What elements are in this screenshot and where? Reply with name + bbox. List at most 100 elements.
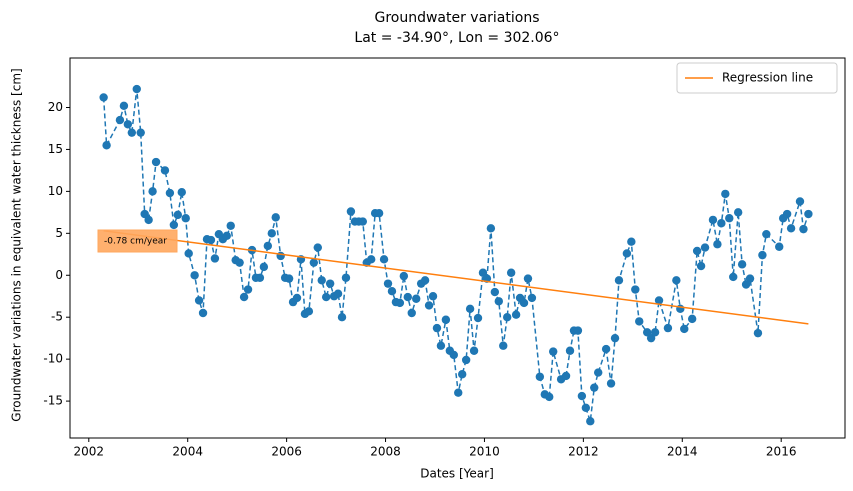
legend-label: Regression line bbox=[722, 71, 813, 85]
data-point bbox=[284, 274, 294, 283]
data-point bbox=[490, 287, 500, 297]
x-tick-label: 2006 bbox=[271, 445, 302, 459]
data-point bbox=[119, 101, 129, 111]
data-point bbox=[506, 268, 516, 277]
x-tick-label: 2010 bbox=[469, 445, 500, 459]
data-point bbox=[753, 328, 763, 338]
data-point bbox=[549, 347, 558, 356]
data-point bbox=[259, 262, 269, 272]
annotation-box bbox=[97, 229, 178, 253]
data-point bbox=[136, 128, 145, 137]
data-point bbox=[721, 189, 730, 199]
data-point bbox=[511, 310, 521, 319]
data-point bbox=[635, 317, 644, 326]
data-point bbox=[337, 313, 347, 322]
data-point bbox=[420, 276, 430, 285]
data-point bbox=[292, 293, 302, 303]
data-point bbox=[729, 272, 738, 282]
data-point bbox=[663, 323, 673, 333]
data-point bbox=[399, 271, 409, 281]
y-tick-label: -15 bbox=[43, 394, 63, 408]
data-point bbox=[160, 166, 170, 175]
data-point bbox=[379, 255, 389, 264]
x-tick-label: 2012 bbox=[568, 445, 599, 459]
data-point bbox=[239, 292, 249, 302]
data-point bbox=[454, 388, 463, 397]
data-point bbox=[271, 213, 280, 222]
data-point bbox=[527, 293, 537, 303]
data-point bbox=[622, 249, 632, 258]
data-point bbox=[177, 188, 186, 197]
data-point bbox=[395, 298, 405, 308]
data-point bbox=[102, 141, 111, 150]
data-point bbox=[650, 328, 660, 337]
y-tick-label: -10 bbox=[43, 352, 63, 366]
data-point bbox=[799, 224, 808, 234]
data-point bbox=[441, 315, 451, 324]
data-point bbox=[403, 292, 412, 302]
data-point bbox=[499, 341, 508, 350]
data-point bbox=[424, 301, 434, 310]
data-point bbox=[123, 120, 133, 129]
data-point bbox=[741, 280, 751, 289]
data-point bbox=[449, 350, 458, 360]
data-point bbox=[486, 224, 496, 233]
data-point bbox=[151, 157, 161, 167]
x-tick-label: 2002 bbox=[74, 445, 105, 459]
data-point bbox=[99, 93, 108, 102]
data-point bbox=[313, 243, 322, 252]
data-point bbox=[165, 188, 175, 198]
data-point bbox=[594, 368, 603, 377]
data-point bbox=[387, 287, 397, 296]
annotation: -0.78 cm/year bbox=[97, 229, 178, 253]
data-point bbox=[545, 392, 554, 402]
data-point bbox=[148, 187, 157, 196]
data-point bbox=[782, 209, 792, 219]
y-tick-label: 15 bbox=[48, 142, 63, 156]
data-point bbox=[276, 251, 285, 261]
data-point bbox=[737, 260, 747, 269]
x-axis-label: Dates [Year] bbox=[420, 467, 494, 481]
data-point bbox=[465, 304, 475, 314]
data-point bbox=[190, 271, 199, 280]
data-point bbox=[412, 294, 421, 303]
data-point bbox=[243, 285, 253, 294]
data-point bbox=[206, 235, 216, 245]
data-point bbox=[680, 324, 689, 334]
y-tick-label: 0 bbox=[55, 268, 63, 282]
data-point bbox=[708, 215, 718, 225]
data-point bbox=[473, 313, 483, 323]
data-point bbox=[573, 326, 583, 335]
data-point bbox=[733, 208, 743, 217]
data-point bbox=[169, 220, 179, 230]
data-point bbox=[687, 314, 697, 324]
y-tick-label: 5 bbox=[55, 226, 63, 240]
x-tick-label: 2008 bbox=[370, 445, 401, 459]
data-point bbox=[700, 243, 710, 252]
data-point bbox=[309, 258, 319, 267]
data-point bbox=[646, 333, 656, 343]
data-point bbox=[428, 292, 438, 301]
data-point bbox=[144, 215, 153, 225]
data-point bbox=[762, 229, 771, 239]
x-tick-label: 2004 bbox=[172, 445, 203, 459]
data-point bbox=[610, 333, 620, 343]
chart-title: Groundwater variations bbox=[374, 10, 539, 26]
data-point bbox=[181, 214, 190, 223]
data-point bbox=[333, 289, 343, 298]
data-point bbox=[374, 208, 384, 218]
data-point bbox=[590, 383, 599, 392]
data-point bbox=[407, 308, 416, 318]
legend-box bbox=[676, 62, 838, 94]
annotation-text: -0.78 cm/year bbox=[104, 237, 167, 247]
data-point bbox=[523, 274, 533, 283]
data-point bbox=[358, 217, 367, 226]
data-point bbox=[304, 307, 314, 316]
x-tick-label: 2016 bbox=[766, 445, 797, 459]
data-point bbox=[457, 370, 467, 379]
data-point bbox=[519, 298, 529, 308]
data-point bbox=[366, 255, 376, 264]
data-point bbox=[321, 292, 331, 302]
data-point bbox=[469, 346, 479, 355]
data-point bbox=[317, 276, 326, 285]
